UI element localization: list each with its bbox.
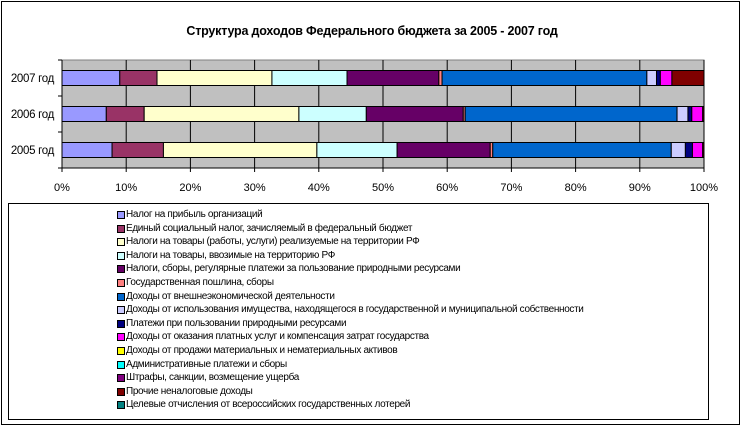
x-tick-label: 0%: [54, 182, 70, 194]
legend-label: Единый социальный налог, зачисляемый в ф…: [126, 222, 413, 234]
bar-segment: [670, 142, 686, 158]
bar-segment: [61, 142, 113, 158]
chart-title: Структура доходов Федерального бюджета з…: [186, 24, 558, 38]
bar-segment: [687, 106, 693, 122]
bar-segment: [646, 70, 657, 86]
x-tick-label: 10%: [115, 182, 137, 194]
legend-label: Целевые отчисления от всероссийских госу…: [126, 399, 411, 411]
x-tick-label: 100%: [690, 182, 718, 194]
x-tick-label: 70%: [500, 182, 522, 194]
legend-swatch: [117, 265, 125, 274]
legend-label: Налоги, сборы, регулярные платежи за пол…: [126, 263, 461, 275]
legend-label: Налоги на товары (работы, услуги) реализ…: [126, 236, 420, 248]
legend-swatch: [117, 387, 125, 396]
x-tick-label: 80%: [565, 182, 587, 194]
legend-swatch: [117, 347, 125, 355]
legend-swatch: [117, 279, 125, 287]
legend-swatch: [117, 333, 125, 342]
y-category-label: 2007 год: [11, 73, 55, 85]
bar-segment: [691, 142, 704, 158]
bar-segment: [396, 142, 491, 158]
legend-label: Доходы от внешнеэкономической деятельнос…: [126, 290, 335, 302]
legend-swatch: [117, 292, 125, 301]
legend-label: Прочие неналоговые доходы: [126, 385, 253, 397]
bar-segment: [655, 70, 661, 86]
bar-segment: [61, 70, 121, 86]
bar-segment: [684, 142, 693, 158]
bar-segment: [298, 106, 367, 122]
legend-label: Административные платежи и сборы: [126, 358, 287, 370]
bar-segment: [441, 70, 648, 86]
legend-label: Государственная пошлина, сборы: [126, 277, 274, 288]
legend-swatch: [117, 360, 125, 369]
legend-label: Платежи при пользовании природными ресур…: [126, 317, 347, 329]
bar-segment: [702, 106, 705, 122]
bar-segment: [271, 70, 348, 86]
legend-swatch: [117, 251, 125, 260]
x-tick-label: 30%: [244, 182, 266, 194]
x-tick-label: 50%: [372, 182, 394, 194]
legend-label: Доходы от использования имущества, наход…: [126, 304, 584, 316]
x-tick-label: 90%: [629, 182, 651, 194]
bar-segment: [119, 70, 158, 86]
legend-swatch: [117, 211, 125, 219]
plot-area: 0% 10% 20% 30% 40% 50% 60% 70% 80% 90% 100% 2007 го…: [11, 59, 718, 194]
bar-segment: [671, 70, 705, 86]
bar-segment: [346, 70, 440, 86]
bar-segment: [464, 106, 678, 122]
y-category-label: 2005 год: [11, 145, 55, 157]
bar-segment: [365, 106, 464, 122]
legend-label: Налоги на товары, ввозимые на территорию…: [126, 249, 335, 261]
legend-swatch: [117, 401, 125, 410]
legend-swatch: [117, 238, 125, 247]
bar-segment: [702, 142, 705, 158]
bar-segment: [316, 142, 398, 158]
bar-segment: [691, 106, 704, 122]
bar-segment: [492, 142, 672, 158]
bar-segment: [156, 70, 273, 86]
legend-label: Штрафы, санкции, возмещение ущерба: [126, 372, 299, 384]
legend-swatch: [117, 224, 125, 233]
x-tick-label: 20%: [179, 182, 201, 194]
bar-segment: [61, 106, 107, 122]
legend: Налог на прибыль организаций Единый социа…: [8, 203, 709, 420]
bar-segment: [111, 142, 164, 158]
bar-segment: [162, 142, 318, 158]
y-category-label: 2006 год: [11, 109, 55, 121]
bar-segment: [143, 106, 300, 122]
legend-label: Доходы от оказания платных услуг и компе…: [126, 331, 429, 343]
legend-swatch: [117, 319, 125, 328]
legend-swatch: [117, 306, 125, 315]
bar-segment: [659, 70, 673, 86]
bar-segment: [676, 106, 689, 122]
x-tick-label: 60%: [436, 182, 458, 194]
legend-label: Налог на прибыль организаций: [126, 209, 263, 220]
x-tick-label: 40%: [308, 182, 330, 194]
bar-segment: [105, 106, 145, 122]
legend-label: Доходы от продажи материальных и нематер…: [126, 345, 398, 356]
legend-swatch: [117, 374, 125, 383]
